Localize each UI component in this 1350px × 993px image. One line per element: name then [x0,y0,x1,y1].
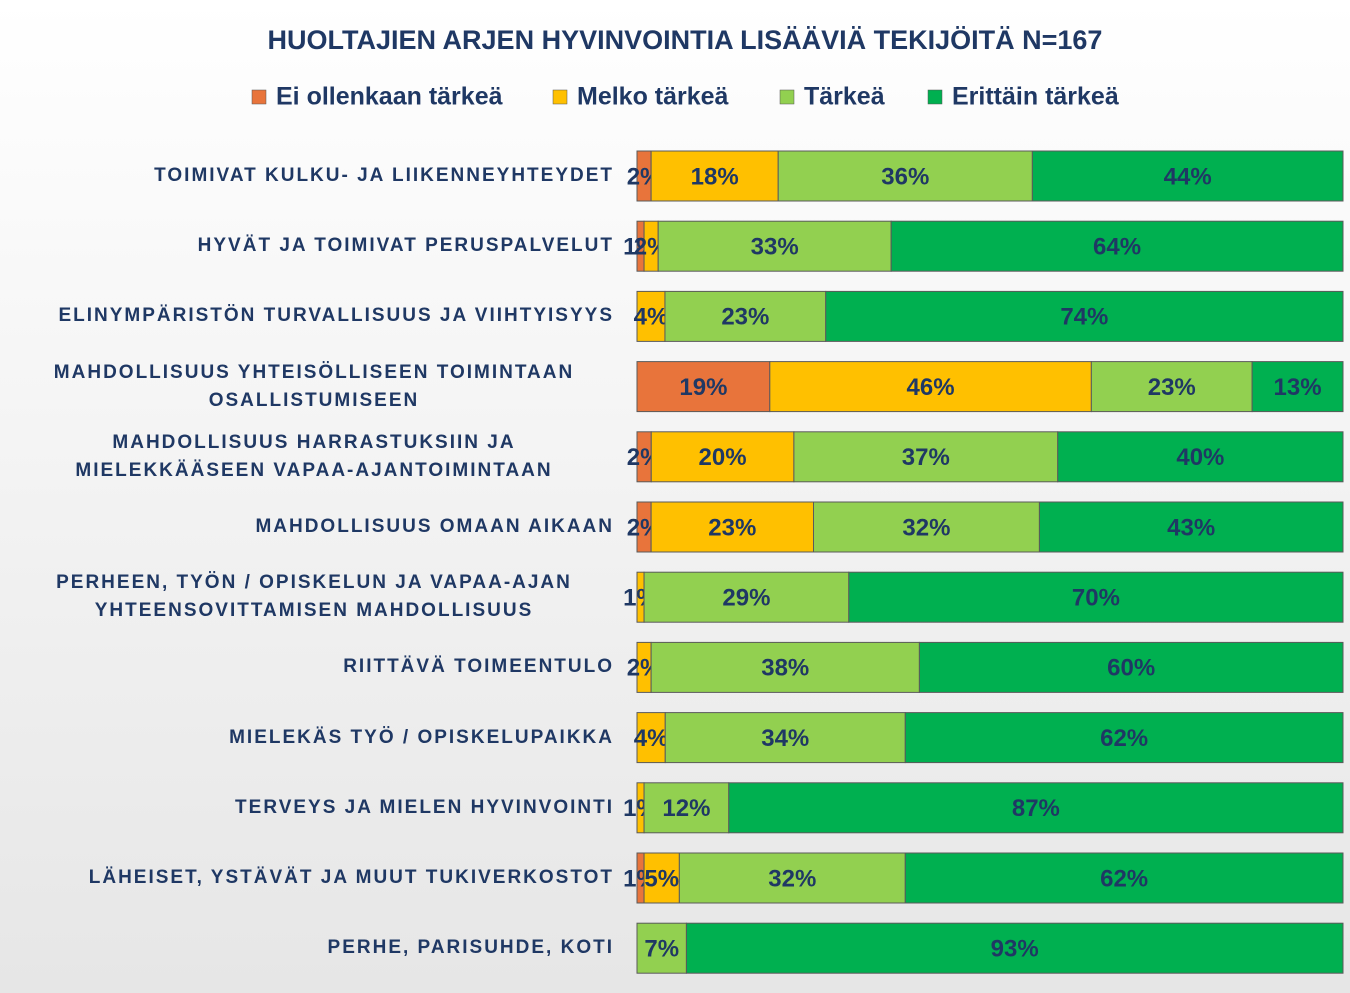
bar-segment [904,852,1344,904]
data-label: 23% [721,304,769,331]
bar-segment [1038,501,1344,553]
legend-label: Melko tärkeä [577,83,729,111]
data-label: 20% [699,444,747,471]
category-label: PERHEEN, TYÖN / OPISKELUN JA VAPAA-AJAN … [56,572,572,622]
data-label: 74% [1060,304,1108,331]
category-label: LÄHEISET, YSTÄVÄT JA MUUT TUKIVERKOSTOT [88,867,614,888]
data-label: 23% [1148,374,1196,401]
data-label: 13% [1274,374,1322,401]
data-label: 19% [679,374,727,401]
legend-swatch [779,89,795,105]
data-label: 40% [1176,444,1224,471]
category-label: MAHDOLLISUUS HARRASTUKSIIN JA MIELEKKÄÄS… [75,431,553,481]
bar-segment [728,782,1344,834]
bar-segment [904,712,1344,764]
legend-label: Erittäin tärkeä [952,83,1119,111]
data-label: 62% [1100,865,1148,892]
bar-segment [769,361,1092,413]
data-label: 5% [644,865,679,892]
category-label: TOIMIVAT KULKU- JA LIIKENNEYHTEYDET [154,165,614,186]
data-label: 37% [902,444,950,471]
data-label: 18% [691,163,739,190]
bar-segment [848,571,1344,623]
category-label: TERVEYS JA MIELEN HYVINVOINTI [235,796,614,818]
data-label: 44% [1164,163,1212,190]
legend-swatch [552,89,568,105]
bar-segment [1031,150,1344,202]
data-label: 64% [1093,234,1141,261]
bar-segment [1057,431,1344,483]
data-label: 12% [662,795,710,822]
category-label: HYVÄT JA TOIMIVAT PERUSPALVELUT [197,235,614,257]
bar-segment [636,361,771,413]
bar-segment [643,571,850,623]
bar-segment [685,922,1344,974]
data-label: 36% [881,163,929,190]
bar-segment [650,501,814,553]
bar-segment [793,431,1059,483]
bar-segment [678,852,906,904]
data-label: 46% [907,374,955,401]
data-label: 34% [761,725,809,752]
chart-title: HUOLTAJIEN ARJEN HYVINVOINTIA LISÄÄVIÄ T… [268,25,1103,55]
legend-label: Tärkeä [804,83,885,111]
bar-segment [657,220,892,272]
category-label: MAHDOLLISUUS YHTEISÖLLISEEN TOIMINTAAN O… [53,361,575,411]
bar-segment [643,782,730,834]
bar-segment [813,501,1040,553]
data-label: 93% [991,936,1039,963]
data-label: 29% [722,585,770,612]
category-label: MAHDOLLISUUS OMAAN AIKAAN [255,516,614,537]
bar-segment [650,641,920,693]
category-label: RIITTÄVÄ TOIMEENTULO [343,656,614,678]
legend-swatch [927,89,943,105]
category-label: PERHE, PARISUHDE, KOTI [327,937,614,959]
bar-segment [664,290,827,342]
data-label: 70% [1072,585,1120,612]
bar-segment [825,290,1344,342]
data-label: 32% [768,865,816,892]
data-label: 60% [1107,655,1155,682]
category-label: ELINYMPÄRISTÖN TURVALLISUUS JA VIIHTYISY… [58,305,614,327]
data-label: 7% [644,936,679,963]
data-label: 4% [634,725,669,752]
bar-segment [650,431,795,483]
data-label: 38% [761,655,809,682]
data-label: 23% [708,514,756,541]
data-label: 32% [902,514,950,541]
data-label: 87% [1012,795,1060,822]
bar-segment [650,150,779,202]
data-label: 33% [751,234,799,261]
bar-segment [636,712,666,764]
data-label: 43% [1167,514,1215,541]
bar-segment [664,712,906,764]
bar-segment [636,290,666,342]
bar-segment [890,220,1344,272]
data-label: 4% [634,304,669,331]
bar-segment [1090,361,1253,413]
legend-swatch [251,89,267,105]
bar-segment [1251,361,1344,413]
bar-segment [918,641,1344,693]
category-label: MIELEKÄS TYÖ / OPISKELUPAIKKA [229,726,614,748]
legend-label: Ei ollenkaan tärkeä [276,83,503,111]
data-label: 62% [1100,725,1148,752]
